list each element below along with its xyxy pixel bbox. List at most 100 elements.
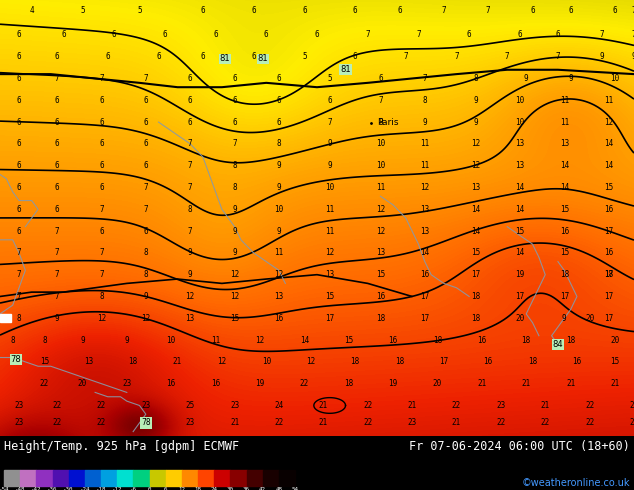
Text: 21: 21 — [477, 379, 486, 388]
Text: 7: 7 — [55, 292, 60, 301]
Text: 7: 7 — [99, 205, 104, 214]
Text: 21: 21 — [522, 379, 531, 388]
Text: 6: 6 — [251, 52, 256, 61]
Text: 21: 21 — [611, 379, 619, 388]
Text: 11: 11 — [560, 96, 569, 105]
Text: 16: 16 — [604, 205, 613, 214]
Text: 6: 6 — [143, 139, 148, 148]
Text: 9: 9 — [473, 118, 478, 126]
Text: 16: 16 — [167, 379, 176, 388]
Text: 9: 9 — [276, 183, 281, 192]
Text: 10: 10 — [167, 336, 176, 344]
Text: 7: 7 — [55, 248, 60, 257]
Text: 23: 23 — [15, 418, 23, 427]
Text: 6: 6 — [164, 487, 167, 490]
Bar — [230, 470, 247, 486]
Text: 13: 13 — [186, 314, 195, 323]
Text: 6: 6 — [327, 96, 332, 105]
Text: 6: 6 — [99, 226, 104, 236]
Text: 25: 25 — [186, 401, 195, 410]
Text: 0: 0 — [148, 487, 152, 490]
Text: 17: 17 — [560, 292, 569, 301]
Text: 6: 6 — [143, 118, 148, 126]
Text: 7: 7 — [600, 30, 605, 39]
Bar — [68, 470, 85, 486]
Text: 16: 16 — [604, 248, 613, 257]
Text: 6: 6 — [568, 6, 573, 15]
Text: 6: 6 — [16, 74, 22, 83]
Text: 7: 7 — [631, 30, 634, 39]
Text: 11: 11 — [325, 226, 334, 236]
Text: 15: 15 — [230, 314, 239, 323]
Text: 6: 6 — [143, 226, 148, 236]
Text: 14: 14 — [420, 248, 429, 257]
Text: 24: 24 — [275, 401, 283, 410]
Text: -18: -18 — [96, 487, 107, 490]
Text: 15: 15 — [560, 248, 569, 257]
Text: 6: 6 — [353, 52, 358, 61]
Text: 22: 22 — [53, 401, 61, 410]
Text: 18: 18 — [433, 336, 442, 344]
Text: 6: 6 — [55, 205, 60, 214]
Text: 6: 6 — [314, 30, 320, 39]
Text: 78: 78 — [11, 355, 21, 364]
Text: 5: 5 — [302, 52, 307, 61]
Text: 18: 18 — [376, 314, 385, 323]
Text: 12: 12 — [141, 314, 150, 323]
Text: 9: 9 — [276, 226, 281, 236]
Text: 8: 8 — [143, 248, 148, 257]
Text: 10: 10 — [275, 205, 283, 214]
Text: 6: 6 — [378, 74, 383, 83]
Text: -24: -24 — [80, 487, 90, 490]
Text: 15: 15 — [471, 248, 480, 257]
Text: 6: 6 — [16, 161, 22, 170]
Bar — [117, 470, 133, 486]
Text: 11: 11 — [560, 118, 569, 126]
Text: 10: 10 — [515, 118, 524, 126]
Text: 16: 16 — [573, 357, 581, 367]
Text: 7: 7 — [99, 248, 104, 257]
Text: 13: 13 — [560, 139, 569, 148]
Text: 18: 18 — [522, 336, 531, 344]
Text: 18: 18 — [604, 270, 613, 279]
Text: 8: 8 — [232, 161, 237, 170]
Text: 17: 17 — [604, 270, 613, 279]
Text: 13: 13 — [515, 161, 524, 170]
Text: 9: 9 — [80, 336, 85, 344]
Text: 6: 6 — [16, 205, 22, 214]
Text: 8: 8 — [10, 336, 15, 344]
Text: 7: 7 — [416, 30, 421, 39]
Bar — [4, 470, 20, 486]
Text: 14: 14 — [471, 205, 480, 214]
Text: 12: 12 — [471, 139, 480, 148]
Text: 15: 15 — [604, 183, 613, 192]
Text: 8: 8 — [42, 336, 47, 344]
Text: 6: 6 — [232, 74, 237, 83]
Text: 6: 6 — [555, 30, 560, 39]
Text: 9: 9 — [422, 118, 427, 126]
Text: 6: 6 — [16, 226, 22, 236]
Text: 22: 22 — [363, 418, 372, 427]
Text: 10: 10 — [325, 183, 334, 192]
Text: -54: -54 — [0, 487, 10, 490]
Text: 23: 23 — [122, 379, 131, 388]
Bar — [279, 470, 295, 486]
Text: 11: 11 — [420, 161, 429, 170]
Text: 20: 20 — [78, 379, 87, 388]
Text: 12: 12 — [376, 205, 385, 214]
Bar — [214, 470, 230, 486]
Text: 81: 81 — [258, 54, 268, 63]
Text: 14: 14 — [300, 336, 309, 344]
Text: 6: 6 — [61, 30, 66, 39]
Text: 21: 21 — [173, 357, 182, 367]
Text: 21: 21 — [230, 418, 239, 427]
Text: 11: 11 — [325, 205, 334, 214]
Text: 7: 7 — [232, 139, 237, 148]
Text: 12: 12 — [306, 357, 315, 367]
Text: 22: 22 — [97, 401, 106, 410]
Text: 21: 21 — [319, 418, 328, 427]
Text: 9: 9 — [568, 74, 573, 83]
Text: 22: 22 — [585, 418, 594, 427]
Text: 13: 13 — [515, 139, 524, 148]
Bar — [182, 470, 198, 486]
